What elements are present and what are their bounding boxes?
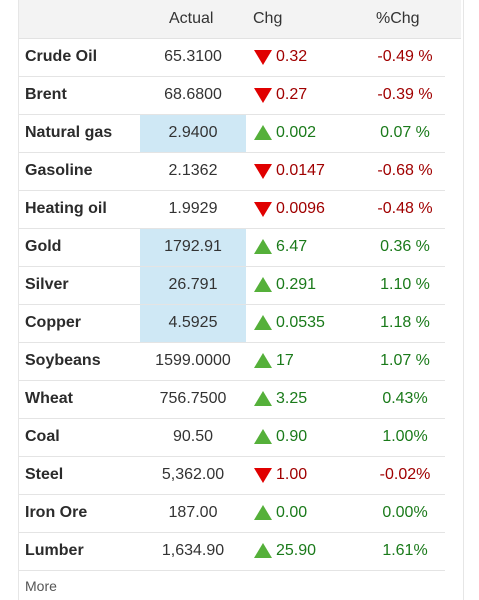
change-value: 6.47 <box>276 238 308 255</box>
percent-change-value: 0.07 % <box>380 124 430 141</box>
commodity-name-link[interactable]: Coal <box>25 428 60 445</box>
percent-change-value: -0.68 % <box>377 162 433 179</box>
percent-change-value: -0.02% <box>379 466 431 483</box>
commodity-name-link[interactable]: Brent <box>25 86 67 103</box>
percent-change-value: 0.00% <box>382 504 428 521</box>
commodity-name-link[interactable]: Wheat <box>25 390 73 407</box>
change-value: 3.25 <box>276 390 308 407</box>
change-value: 0.291 <box>276 276 317 293</box>
actual-cell-background <box>140 305 246 342</box>
change-value: 0.90 <box>276 428 308 445</box>
actual-value: 187.00 <box>168 504 218 521</box>
commodity-name-link[interactable]: Steel <box>25 466 64 483</box>
triangle-up-icon <box>254 505 272 520</box>
header-pct-chg: %Chg <box>376 10 420 27</box>
percent-change-value: -0.48 % <box>377 200 433 217</box>
commodity-name-link[interactable]: Iron Ore <box>25 504 88 521</box>
actual-value: 26.791 <box>168 276 218 293</box>
percent-change-value: -0.39 % <box>377 86 433 103</box>
triangle-down-icon <box>254 202 272 217</box>
table-row[interactable]: Coal 90.50 0.90 1.00% <box>19 419 445 457</box>
actual-value: 1792.91 <box>164 238 222 255</box>
triangle-up-icon <box>254 125 272 140</box>
commodity-name-link[interactable]: Lumber <box>25 542 84 559</box>
actual-cell-background <box>140 115 246 152</box>
table-header: Actual Chg %Chg <box>19 0 461 39</box>
table-row[interactable]: Iron Ore 187.00 0.00 0.00% <box>19 495 445 533</box>
commodities-table: Crude Oil 65.3100 0.32 -0.49 % Brent 68.6800 0… <box>19 39 445 571</box>
change-value: 0.0096 <box>276 200 325 217</box>
triangle-up-icon <box>254 277 272 292</box>
actual-value: 1.9929 <box>168 200 218 217</box>
percent-change-value: -0.49 % <box>377 48 433 65</box>
actual-value: 1,634.90 <box>161 542 225 559</box>
table-row[interactable]: Gasoline 2.1362 0.0147 -0.68 % <box>19 153 445 191</box>
actual-value: 68.6800 <box>164 86 222 103</box>
commodity-name-link[interactable]: Soybeans <box>25 352 101 369</box>
table-row[interactable]: Silver 26.791 0.291 1.10 % <box>19 267 445 305</box>
change-value: 1.00 <box>276 466 308 483</box>
actual-value: 4.5925 <box>168 314 218 331</box>
commodity-name-link[interactable]: Copper <box>25 314 81 331</box>
change-value: 0.0147 <box>276 162 325 179</box>
change-value: 17 <box>276 352 294 369</box>
actual-value: 1599.0000 <box>155 352 231 369</box>
table-row[interactable]: Crude Oil 65.3100 0.32 -0.49 % <box>19 39 445 77</box>
percent-change-value: 1.61% <box>382 542 428 559</box>
triangle-down-icon <box>254 164 272 179</box>
percent-change-value: 1.07 % <box>380 352 430 369</box>
actual-value: 2.9400 <box>168 124 218 141</box>
commodity-name-link[interactable]: Natural gas <box>25 124 113 141</box>
actual-value: 2.1362 <box>168 162 218 179</box>
table-row[interactable]: Gold 1792.91 6.47 0.36 % <box>19 229 445 267</box>
commodity-name-link[interactable]: Gasoline <box>25 162 93 179</box>
table-row[interactable]: Wheat 756.7500 3.25 0.43% <box>19 381 445 419</box>
table-row[interactable]: Brent 68.6800 0.27 -0.39 % <box>19 77 445 115</box>
percent-change-value: 0.43% <box>382 390 428 407</box>
change-value: 0.27 <box>276 86 308 103</box>
header-actual: Actual <box>169 10 214 27</box>
more-link[interactable]: More <box>25 578 57 594</box>
commodities-panel <box>18 0 464 600</box>
commodity-name-link[interactable]: Gold <box>25 238 62 255</box>
change-value: 0.00 <box>276 504 308 521</box>
percent-change-value: 1.18 % <box>380 314 430 331</box>
percent-change-value: 0.36 % <box>380 238 430 255</box>
table-row[interactable]: Soybeans 1599.0000 17 1.07 % <box>19 343 445 381</box>
table-row[interactable]: Natural gas 2.9400 0.002 0.07 % <box>19 115 445 153</box>
actual-value: 90.50 <box>172 428 214 445</box>
actual-value: 756.7500 <box>159 390 227 407</box>
commodity-name-link[interactable]: Crude Oil <box>25 48 98 65</box>
triangle-up-icon <box>254 353 272 368</box>
table-row[interactable]: Steel 5,362.00 1.00 -0.02% <box>19 457 445 495</box>
triangle-up-icon <box>254 429 272 444</box>
change-value: 0.0535 <box>276 314 325 331</box>
header-chg: Chg <box>253 10 283 27</box>
triangle-up-icon <box>254 315 272 330</box>
actual-value: 65.3100 <box>164 48 222 65</box>
actual-cell-background <box>140 229 246 266</box>
triangle-down-icon <box>254 468 272 483</box>
change-value: 0.002 <box>276 124 317 141</box>
percent-change-value: 1.10 % <box>380 276 430 293</box>
triangle-down-icon <box>254 50 272 65</box>
actual-cell-background <box>140 267 246 304</box>
commodity-name-link[interactable]: Silver <box>25 276 69 293</box>
table-row[interactable]: Lumber 1,634.90 25.90 1.61% <box>19 533 445 571</box>
triangle-down-icon <box>254 88 272 103</box>
percent-change-value: 1.00% <box>382 428 428 445</box>
triangle-up-icon <box>254 391 272 406</box>
table-row[interactable]: Heating oil 1.9929 0.0096 -0.48 % <box>19 191 445 229</box>
actual-value: 5,362.00 <box>161 466 225 483</box>
change-value: 0.32 <box>276 48 308 65</box>
commodity-name-link[interactable]: Heating oil <box>25 200 107 217</box>
triangle-up-icon <box>254 239 272 254</box>
table-row[interactable]: Copper 4.5925 0.0535 1.18 % <box>19 305 445 343</box>
triangle-up-icon <box>254 543 272 558</box>
change-value: 25.90 <box>276 542 317 559</box>
